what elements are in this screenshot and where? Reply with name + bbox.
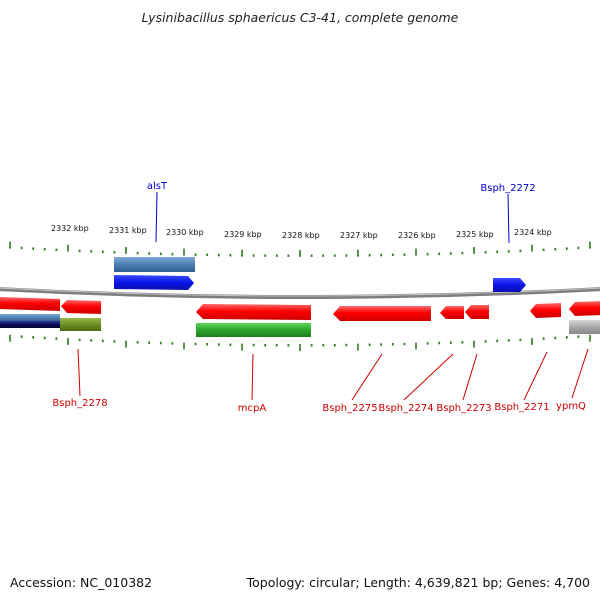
leader-bsph2278: [77, 348, 81, 397]
tick-label: 2326 kbp: [398, 231, 436, 240]
feature-navy-region[interactable]: [0, 321, 60, 328]
tick-label: 2332 kbp: [51, 224, 89, 233]
feature-steelblue-region[interactable]: [0, 314, 60, 322]
feature-ypmQ-cds[interactable]: [569, 301, 600, 316]
tick-label: 2327 kbp: [340, 231, 378, 240]
label-leaders: [77, 191, 589, 401]
tick-row-top: [9, 241, 591, 257]
genome-backbone-highlight: [0, 287, 600, 297]
leader-alsT: [155, 191, 158, 243]
leader-bsph2272: [507, 193, 510, 244]
feature-bsph2273-cds[interactable]: [465, 305, 489, 319]
gene-label-bsph2278[interactable]: Bsph_2278: [52, 398, 107, 409]
feature-grey-region[interactable]: [569, 320, 600, 334]
feature-alsT-cds[interactable]: [114, 275, 194, 290]
gene-label-bsph2271[interactable]: Bsph_2271: [494, 402, 549, 413]
leader-bsph2273: [462, 353, 478, 401]
gene-label-mcpA[interactable]: mcpA: [238, 403, 267, 414]
feature-bsph2271-cds[interactable]: [530, 303, 561, 318]
gene-label-bsph2275[interactable]: Bsph_2275: [322, 403, 377, 414]
genome-summary-text: Topology: circular; Length: 4,639,821 bp…: [246, 575, 590, 590]
gene-label-ypmQ[interactable]: ypmQ: [556, 401, 586, 412]
leader-ypmQ: [571, 348, 589, 399]
gene-labels: alsT Bsph_2272 Bsph_2278 mcpA Bsph_2275 …: [52, 181, 586, 414]
feature-olive-region[interactable]: [60, 318, 101, 331]
page-title: Lysinibacillus sphaericus C3-41, complet…: [141, 10, 459, 25]
tick-label: 2324 kbp: [514, 228, 552, 237]
reverse-features: [0, 297, 600, 337]
tick-label: 2330 kbp: [166, 228, 204, 237]
tick-label: 2328 kbp: [282, 231, 320, 240]
feature-alsT-region[interactable]: [114, 257, 195, 272]
tick-label: 2329 kbp: [224, 230, 262, 239]
gene-label-alsT[interactable]: alsT: [147, 181, 168, 192]
feature-bsph2274-cds[interactable]: [440, 306, 464, 319]
gene-label-bsph2274[interactable]: Bsph_2274: [378, 403, 433, 414]
tick-label: 2331 kbp: [109, 226, 147, 235]
tick-labels: 2332 kbp 2331 kbp 2330 kbp 2329 kbp 2328…: [51, 224, 552, 240]
feature-mcpA-cds[interactable]: [196, 304, 311, 320]
tick-label: 2325 kbp: [456, 230, 494, 239]
feature-bsph2278-cds-b[interactable]: [61, 300, 101, 314]
leader-bsph2275: [351, 353, 383, 401]
feature-mcpA-rna[interactable]: [196, 323, 311, 337]
genome-backbone: [0, 287, 600, 299]
leader-mcpA: [251, 353, 254, 401]
forward-features: [114, 257, 526, 292]
feature-bsph2275-cds[interactable]: [333, 306, 431, 321]
gene-label-bsph2272[interactable]: Bsph_2272: [480, 183, 535, 194]
feature-bsph2272-cds[interactable]: [493, 278, 526, 292]
leader-bsph2274: [403, 353, 454, 401]
leader-bsph2271: [523, 351, 548, 401]
feature-bsph2278-cds-a[interactable]: [0, 297, 60, 311]
accession-text: Accession: NC_010382: [10, 575, 153, 590]
tick-row-bottom: [9, 334, 591, 351]
gene-label-bsph2273[interactable]: Bsph_2273: [436, 403, 491, 414]
